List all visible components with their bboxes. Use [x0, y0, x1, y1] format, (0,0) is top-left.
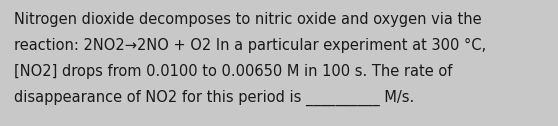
Text: reaction: 2NO2→2NO + O2 In a particular experiment at 300 °C,: reaction: 2NO2→2NO + O2 In a particular … — [14, 38, 486, 53]
Text: disappearance of NO2 for this period is __________ M/s.: disappearance of NO2 for this period is … — [14, 90, 414, 106]
Text: Nitrogen dioxide decomposes to nitric oxide and oxygen via the: Nitrogen dioxide decomposes to nitric ox… — [14, 12, 482, 27]
Text: [NO2] drops from 0.0100 to 0.00650 M in 100 s. The rate of: [NO2] drops from 0.0100 to 0.00650 M in … — [14, 64, 453, 79]
